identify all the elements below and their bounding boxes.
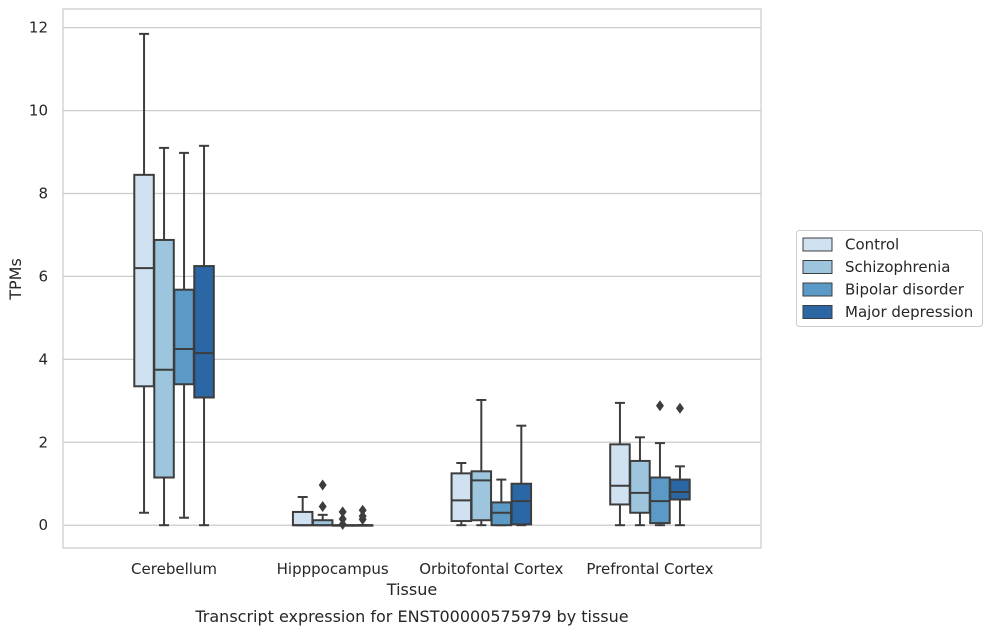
y-tick-label: 4: [38, 350, 48, 368]
y-tick-label: 6: [38, 267, 48, 285]
outlier-point: [675, 402, 684, 414]
iqr-box: [133, 173, 155, 388]
iqr-box: [629, 459, 651, 514]
box-1-1: [311, 479, 334, 527]
legend-label: Schizophrenia: [845, 258, 950, 276]
outlier-point: [358, 504, 367, 516]
outlier-point: [318, 479, 327, 491]
iqr-box: [291, 510, 314, 527]
x-tick-label: Orbitofontal Cortex: [419, 560, 563, 578]
y-tick-label: 8: [38, 185, 48, 203]
legend-swatch: [802, 237, 833, 252]
box-2-1: [331, 506, 354, 530]
legend-swatch: [802, 260, 833, 274]
box-3-0: [193, 144, 215, 527]
iqr-box: [470, 470, 493, 522]
iqr-box: [669, 478, 691, 501]
outlier-point: [358, 510, 367, 522]
x-tick-label: Hipppocampus: [277, 560, 389, 578]
legend-label: Bipolar disorder: [845, 281, 965, 299]
box-0-3: [609, 401, 631, 527]
box-1-0: [153, 146, 175, 527]
outlier-point: [338, 513, 347, 525]
box-2-3: [649, 400, 671, 527]
outlier-point: [318, 501, 327, 513]
box-groups: [133, 32, 691, 530]
box-3-2: [510, 424, 533, 527]
box-0-1: [291, 496, 314, 527]
box-3-3: [669, 402, 691, 527]
legend-label: Major depression: [845, 303, 973, 321]
iqr-box: [510, 482, 533, 526]
iqr-box: [490, 501, 513, 527]
box-1-2: [470, 398, 493, 527]
y-axis-title: TPMs: [6, 258, 25, 301]
x-tick-label: Prefrontal Cortex: [586, 560, 713, 578]
legend-frame: [796, 230, 983, 327]
y-tick-label: 10: [29, 102, 48, 120]
box-3-1: [351, 504, 374, 527]
y-tick-label: 2: [38, 433, 48, 451]
y-tick-label: 0: [38, 516, 48, 534]
y-tick-labels: 0 2 4 6 8 10 12: [29, 19, 48, 535]
box-1-3: [629, 436, 651, 527]
box-2-0: [173, 151, 195, 519]
legend-swatch: [802, 305, 833, 319]
legend-items: Control Schizophrenia Bipolar disorder Majo…: [802, 236, 973, 321]
plot-area: [62, 8, 762, 549]
iqr-box: [153, 238, 175, 479]
x-axis-title: Tissue: [386, 580, 437, 599]
x-tick-label: Cerebellum: [131, 560, 217, 578]
legend: Control Schizophrenia Bipolar disorder Majo…: [796, 230, 983, 327]
outlier-point: [655, 400, 664, 412]
iqr-box: [193, 265, 215, 399]
legend-label: Control: [845, 236, 899, 254]
x-tick-labels: Cerebellum Hipppocampus Orbitofontal Corte…: [131, 560, 714, 578]
iqr-box: [450, 472, 473, 523]
figure-caption: Transcript expression for ENST0000057597…: [194, 607, 628, 626]
outlier-point: [338, 506, 347, 518]
iqr-box: [609, 443, 631, 506]
iqr-box: [173, 288, 195, 386]
y-tick-label: 12: [29, 19, 48, 37]
legend-swatch: [802, 282, 833, 297]
